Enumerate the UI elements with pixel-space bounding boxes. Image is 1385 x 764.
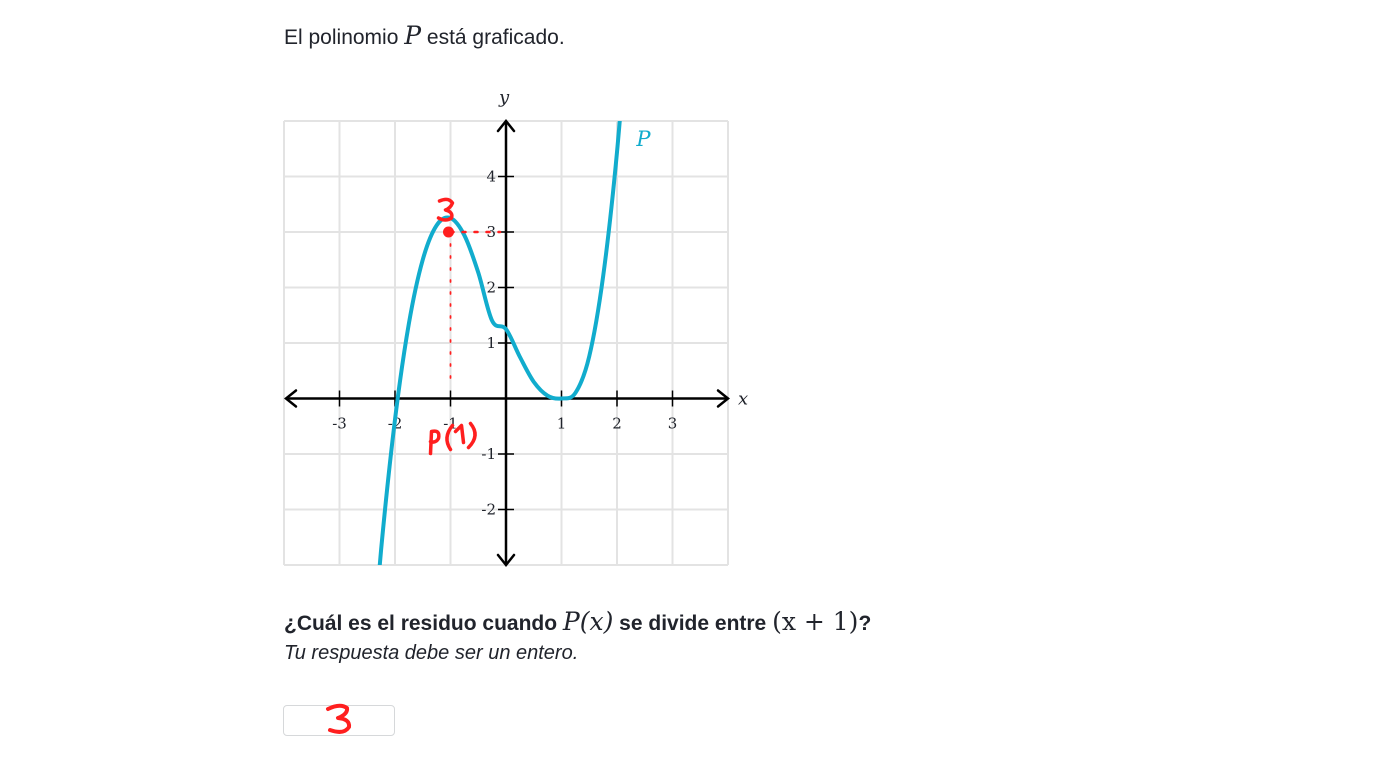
question-lead: ¿Cuál es el residuo cuando <box>284 612 563 635</box>
x-tick-label: -3 <box>332 415 347 433</box>
ink-letter-P <box>428 429 441 456</box>
x-tick-label: 3 <box>668 415 678 433</box>
ink-digit-three <box>436 197 455 222</box>
ink-paren-open <box>445 423 455 452</box>
question-tail: ? <box>858 612 872 635</box>
answer-value: 3 <box>284 706 285 707</box>
x-axis-arrow-right <box>716 389 731 408</box>
x-tick-label: 1 <box>557 415 567 433</box>
answer-input[interactable]: 3 <box>283 703 395 736</box>
ink-paren-close <box>466 421 477 450</box>
y-axis-arrow-up <box>496 118 516 133</box>
x-axis-label: x <box>738 389 748 410</box>
prompt-after: está graficado. <box>421 26 565 49</box>
y-tick-label: 3 <box>486 223 496 241</box>
series-label-P: P <box>635 127 651 151</box>
y-tick-label: 4 <box>486 168 496 186</box>
ink-digit-one <box>453 423 466 445</box>
y-tick-label: 2 <box>486 279 496 297</box>
curve-layer <box>377 121 622 565</box>
polynomial-symbol: P <box>404 21 422 50</box>
question-expr-divisor: (x + 1) <box>772 607 859 636</box>
x-axis-arrow-left <box>283 389 298 408</box>
x-tick-label: 2 <box>612 415 622 433</box>
y-axis-arrow-down <box>496 553 516 568</box>
series-P-curve <box>377 121 622 565</box>
handwritten-annotations <box>428 197 502 456</box>
question-middle: se divide entre <box>613 612 773 635</box>
y-axis-label: y <box>498 87 510 108</box>
problem-statement: El polinomio P está graficado. <box>284 20 565 54</box>
y-tick-label: -2 <box>481 501 496 519</box>
y-tick-label: -1 <box>481 445 496 463</box>
handwritten-answer <box>326 703 352 734</box>
y-tick-label: 1 <box>486 334 496 352</box>
ink-point-marker <box>443 226 454 238</box>
question-text: ¿Cuál es el residuo cuando P(x) se divid… <box>284 605 871 641</box>
question-expr-px: P(x) <box>562 607 614 636</box>
x-tick-label: -1 <box>443 415 458 433</box>
prompt-before: El polinomio <box>284 26 405 49</box>
answer-hint: Tu respuesta debe ser un entero. <box>284 642 579 664</box>
